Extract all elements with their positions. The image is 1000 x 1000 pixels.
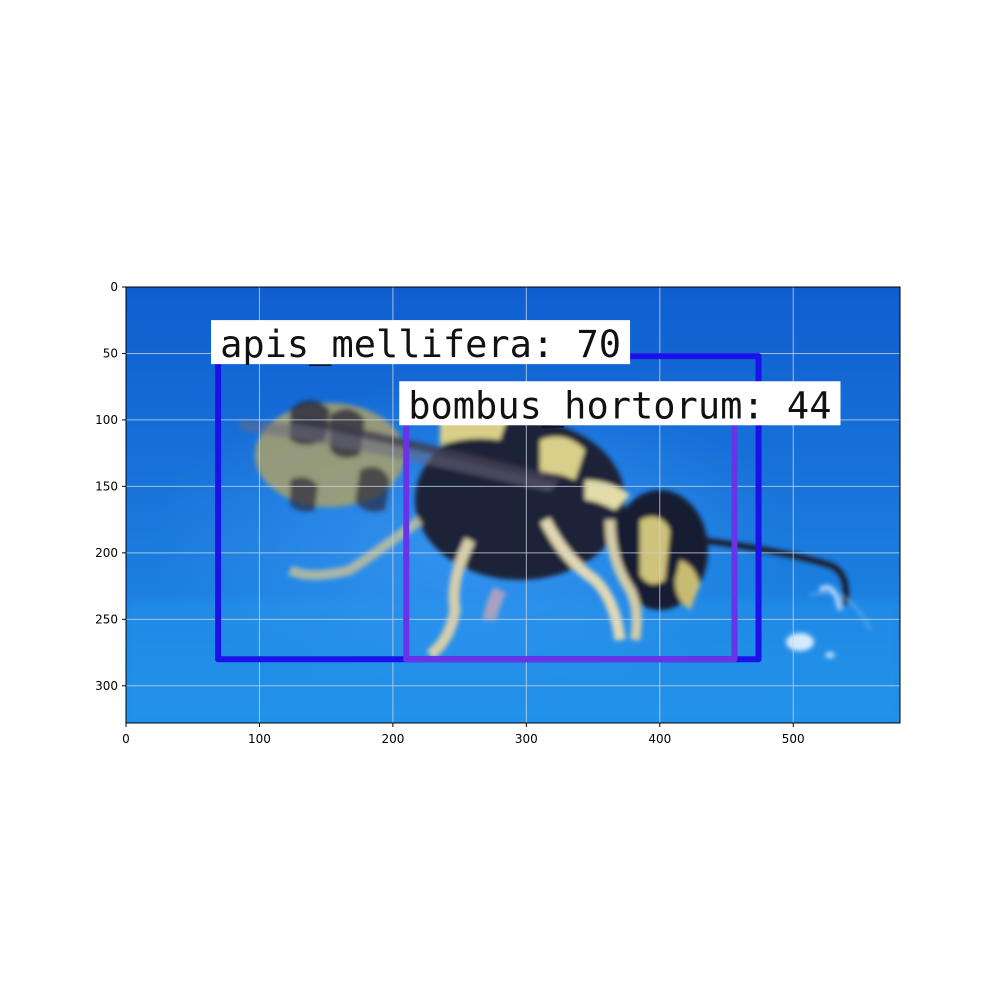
x-tick-label: 500 <box>782 732 805 746</box>
detection-label: apis_mellifera: 70 <box>220 323 621 367</box>
y-tick-label: 300 <box>95 679 118 693</box>
y-tick-label: 0 <box>110 280 118 294</box>
wasp-photo-icon <box>240 400 871 660</box>
x-tick-label: 300 <box>515 732 538 746</box>
y-axis: 0 50 100 150 200 250 300 <box>95 280 126 693</box>
y-tick-label: 150 <box>95 479 118 493</box>
x-tick-label: 100 <box>248 732 271 746</box>
detection-label-bg <box>399 381 841 426</box>
x-tick-label: 400 <box>648 732 671 746</box>
x-axis: 0 100 200 300 400 500 <box>122 723 805 746</box>
y-tick-label: 250 <box>95 612 118 626</box>
x-tick-label: 200 <box>381 732 404 746</box>
detection-box: apis_mellifera: 70 <box>211 320 762 663</box>
y-tick-label: 100 <box>95 413 118 427</box>
y-tick-label: 50 <box>103 346 118 360</box>
y-tick-label: 200 <box>95 546 118 560</box>
photo: apis_mellifera: 70 bombus_hortorum: 44 <box>126 287 900 723</box>
detection-label: bombus_hortorum: 44 <box>408 384 831 428</box>
detections: apis_mellifera: 70 bombus_hortorum: 44 <box>211 320 841 663</box>
detection-label-bg <box>211 320 631 365</box>
detection-box: bombus_hortorum: 44 <box>399 381 841 663</box>
x-tick-label: 0 <box>122 732 130 746</box>
axes-frame <box>125 286 901 724</box>
